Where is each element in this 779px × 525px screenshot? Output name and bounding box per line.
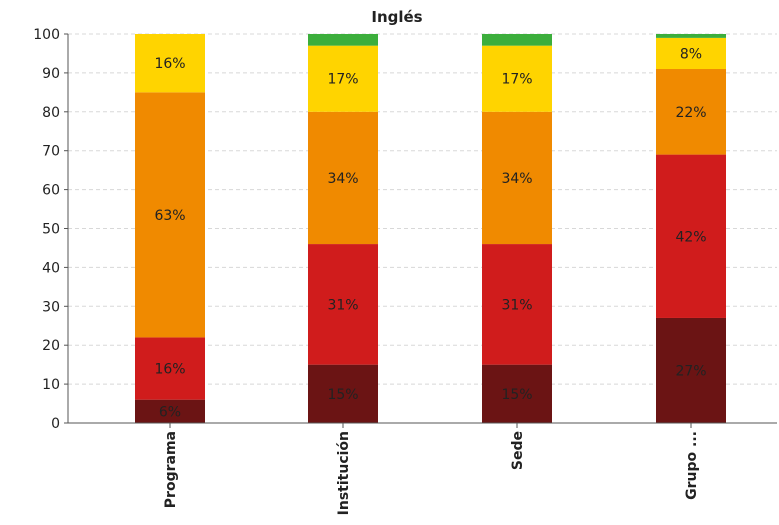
bars-layer: 6% 16% 63% 16% 15% 31% 34% 17% 15% 31% 34% 17% 27% 42… xyxy=(135,34,726,423)
data-label: 16% xyxy=(154,362,185,378)
y-tick-label: 90 xyxy=(42,66,60,82)
bar-segment xyxy=(308,34,378,46)
bar-segment xyxy=(308,111,378,245)
x-tick-label: Programa xyxy=(163,431,179,508)
data-label: 31% xyxy=(327,297,358,313)
bar-segment xyxy=(656,154,726,318)
data-label: 34% xyxy=(501,171,532,187)
bar-segment xyxy=(656,37,726,70)
data-label: 17% xyxy=(327,72,358,88)
data-label: 63% xyxy=(154,208,185,224)
data-label: 15% xyxy=(327,387,358,403)
bar-segment xyxy=(135,337,205,400)
y-tick-label: 60 xyxy=(42,183,60,199)
bar-segment xyxy=(482,111,552,245)
x-tick-label: Grupo ... xyxy=(684,431,700,500)
bar-segment xyxy=(482,244,552,365)
y-tick-label: 0 xyxy=(51,416,60,432)
y-tick-label: 20 xyxy=(42,338,60,354)
bar-segment xyxy=(482,34,552,46)
data-label: 34% xyxy=(327,171,358,187)
y-tick-label: 40 xyxy=(42,260,60,276)
x-tick-label: Institución xyxy=(336,431,352,515)
bar-segment xyxy=(482,364,552,423)
bar-segment xyxy=(656,69,726,155)
bar-segment xyxy=(135,92,205,338)
data-label: 16% xyxy=(154,56,185,72)
bar-segment xyxy=(308,364,378,423)
y-tick-label: 30 xyxy=(42,299,60,315)
data-label: 31% xyxy=(501,297,532,313)
y-tick-label: 80 xyxy=(42,105,60,121)
bar-segment xyxy=(656,317,726,423)
data-label: 17% xyxy=(501,72,532,88)
y-tick-label: 10 xyxy=(42,377,60,393)
bar-segment xyxy=(482,45,552,112)
y-tick-label: 50 xyxy=(42,222,60,238)
data-label: 8% xyxy=(680,46,702,62)
y-tick-label: 70 xyxy=(42,144,60,160)
data-label: 6% xyxy=(159,404,181,420)
data-label: 42% xyxy=(675,229,706,245)
data-label: 22% xyxy=(675,105,706,121)
bar-segment xyxy=(135,34,205,93)
data-label: 15% xyxy=(501,387,532,403)
chart-title: Inglés xyxy=(371,8,422,26)
x-tick-label: Sede xyxy=(510,431,526,470)
bar-segment xyxy=(308,244,378,365)
bar-segment xyxy=(135,399,205,423)
bar-segment xyxy=(308,45,378,112)
data-label: 27% xyxy=(675,363,706,379)
axes-layer: 0 10 20 30 40 50 60 70 80 90 100 Programa Institució… xyxy=(33,27,777,515)
bar-segment xyxy=(656,34,726,38)
y-tick-label: 100 xyxy=(33,27,60,43)
